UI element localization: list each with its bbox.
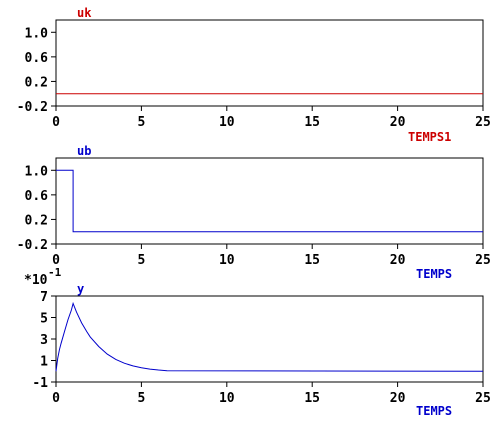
y-tick-label-uk: 1.0 bbox=[25, 26, 49, 41]
plot-frame-uk bbox=[55, 19, 484, 107]
x-ticks-ub: 0 5 10 15 20 25 bbox=[52, 244, 491, 268]
x-ticks-y: 0 5 10 15 20 25 bbox=[52, 382, 491, 406]
x-tick-label-uk: 0 bbox=[52, 115, 60, 130]
x-axis-label-y: TEMPS bbox=[416, 404, 452, 418]
x-tick-label-ub: 0 bbox=[52, 253, 60, 268]
x-tick-label-uk: 20 bbox=[390, 115, 406, 130]
y-tick-label-uk: 0.2 bbox=[25, 75, 48, 90]
y-tick-label-y: -1 bbox=[32, 376, 48, 391]
x-tick-label-y: 25 bbox=[475, 391, 491, 406]
plot-frame-ub bbox=[55, 157, 484, 245]
series-label-y: y bbox=[77, 282, 84, 296]
series-y bbox=[55, 301, 484, 372]
y-tick-label-y: 7 bbox=[40, 290, 48, 305]
y-tick-label-ub: 1.0 bbox=[25, 164, 49, 179]
x-tick-label-ub: 5 bbox=[137, 253, 145, 268]
x-tick-label-uk: 5 bbox=[137, 115, 145, 130]
x-tick-label-y: 5 bbox=[137, 391, 145, 406]
series-label-ub: ub bbox=[77, 144, 91, 158]
series-line-ub bbox=[56, 169, 483, 233]
y-scale-exponent: -1 bbox=[48, 266, 62, 279]
x-tick-label-y: 0 bbox=[52, 391, 60, 406]
panel-uk: -0.2 0.2 0.6 1.0 0 5 10 15 20 25 uk TEMPS1 bbox=[17, 6, 491, 144]
x-axis-label-uk: TEMPS1 bbox=[408, 130, 451, 144]
y-tick-label-y: 5 bbox=[40, 312, 48, 327]
x-tick-label-y: 20 bbox=[390, 391, 406, 406]
x-ticks-uk: 0 5 10 15 20 25 bbox=[52, 106, 491, 130]
y-tick-label-ub: 0.2 bbox=[25, 213, 48, 228]
y-ticks-y: -1 1 3 5 7 bbox=[32, 290, 56, 391]
y-tick-label-ub: 0.6 bbox=[25, 189, 49, 204]
x-tick-label-uk: 10 bbox=[219, 115, 235, 130]
y-tick-label-y: 3 bbox=[40, 333, 48, 348]
plot-frame-y bbox=[55, 295, 484, 383]
y-tick-label-ub: -0.2 bbox=[17, 238, 48, 253]
x-axis-label-ub: TEMPS bbox=[416, 267, 452, 281]
x-tick-label-uk: 25 bbox=[475, 115, 491, 130]
y-tick-label-uk: -0.2 bbox=[17, 100, 48, 115]
panel-ub: -0.2 0.2 0.6 1.0 0 5 10 15 20 25 ub TEMPS bbox=[17, 144, 491, 281]
y-ticks-ub: -0.2 0.2 0.6 1.0 bbox=[17, 164, 56, 253]
series-ub bbox=[56, 169, 483, 233]
panel-y: -1 1 3 5 7 0 5 10 15 20 25 y TEMPS *10 -1 bbox=[24, 266, 491, 418]
x-tick-label-y: 15 bbox=[304, 391, 320, 406]
y-tick-label-y: 1 bbox=[40, 355, 48, 370]
x-tick-label-ub: 10 bbox=[219, 253, 235, 268]
y-ticks-uk: -0.2 0.2 0.6 1.0 bbox=[17, 26, 56, 115]
y-scale-factor: *10 bbox=[24, 273, 48, 288]
x-tick-label-y: 10 bbox=[219, 391, 235, 406]
series-line-y bbox=[55, 301, 484, 372]
series-label-uk: uk bbox=[77, 6, 92, 20]
x-tick-label-ub: 20 bbox=[390, 253, 406, 268]
x-tick-label-ub: 15 bbox=[304, 253, 320, 268]
x-tick-label-ub: 25 bbox=[475, 253, 491, 268]
y-tick-label-uk: 0.6 bbox=[25, 51, 49, 66]
x-tick-label-uk: 15 bbox=[304, 115, 320, 130]
